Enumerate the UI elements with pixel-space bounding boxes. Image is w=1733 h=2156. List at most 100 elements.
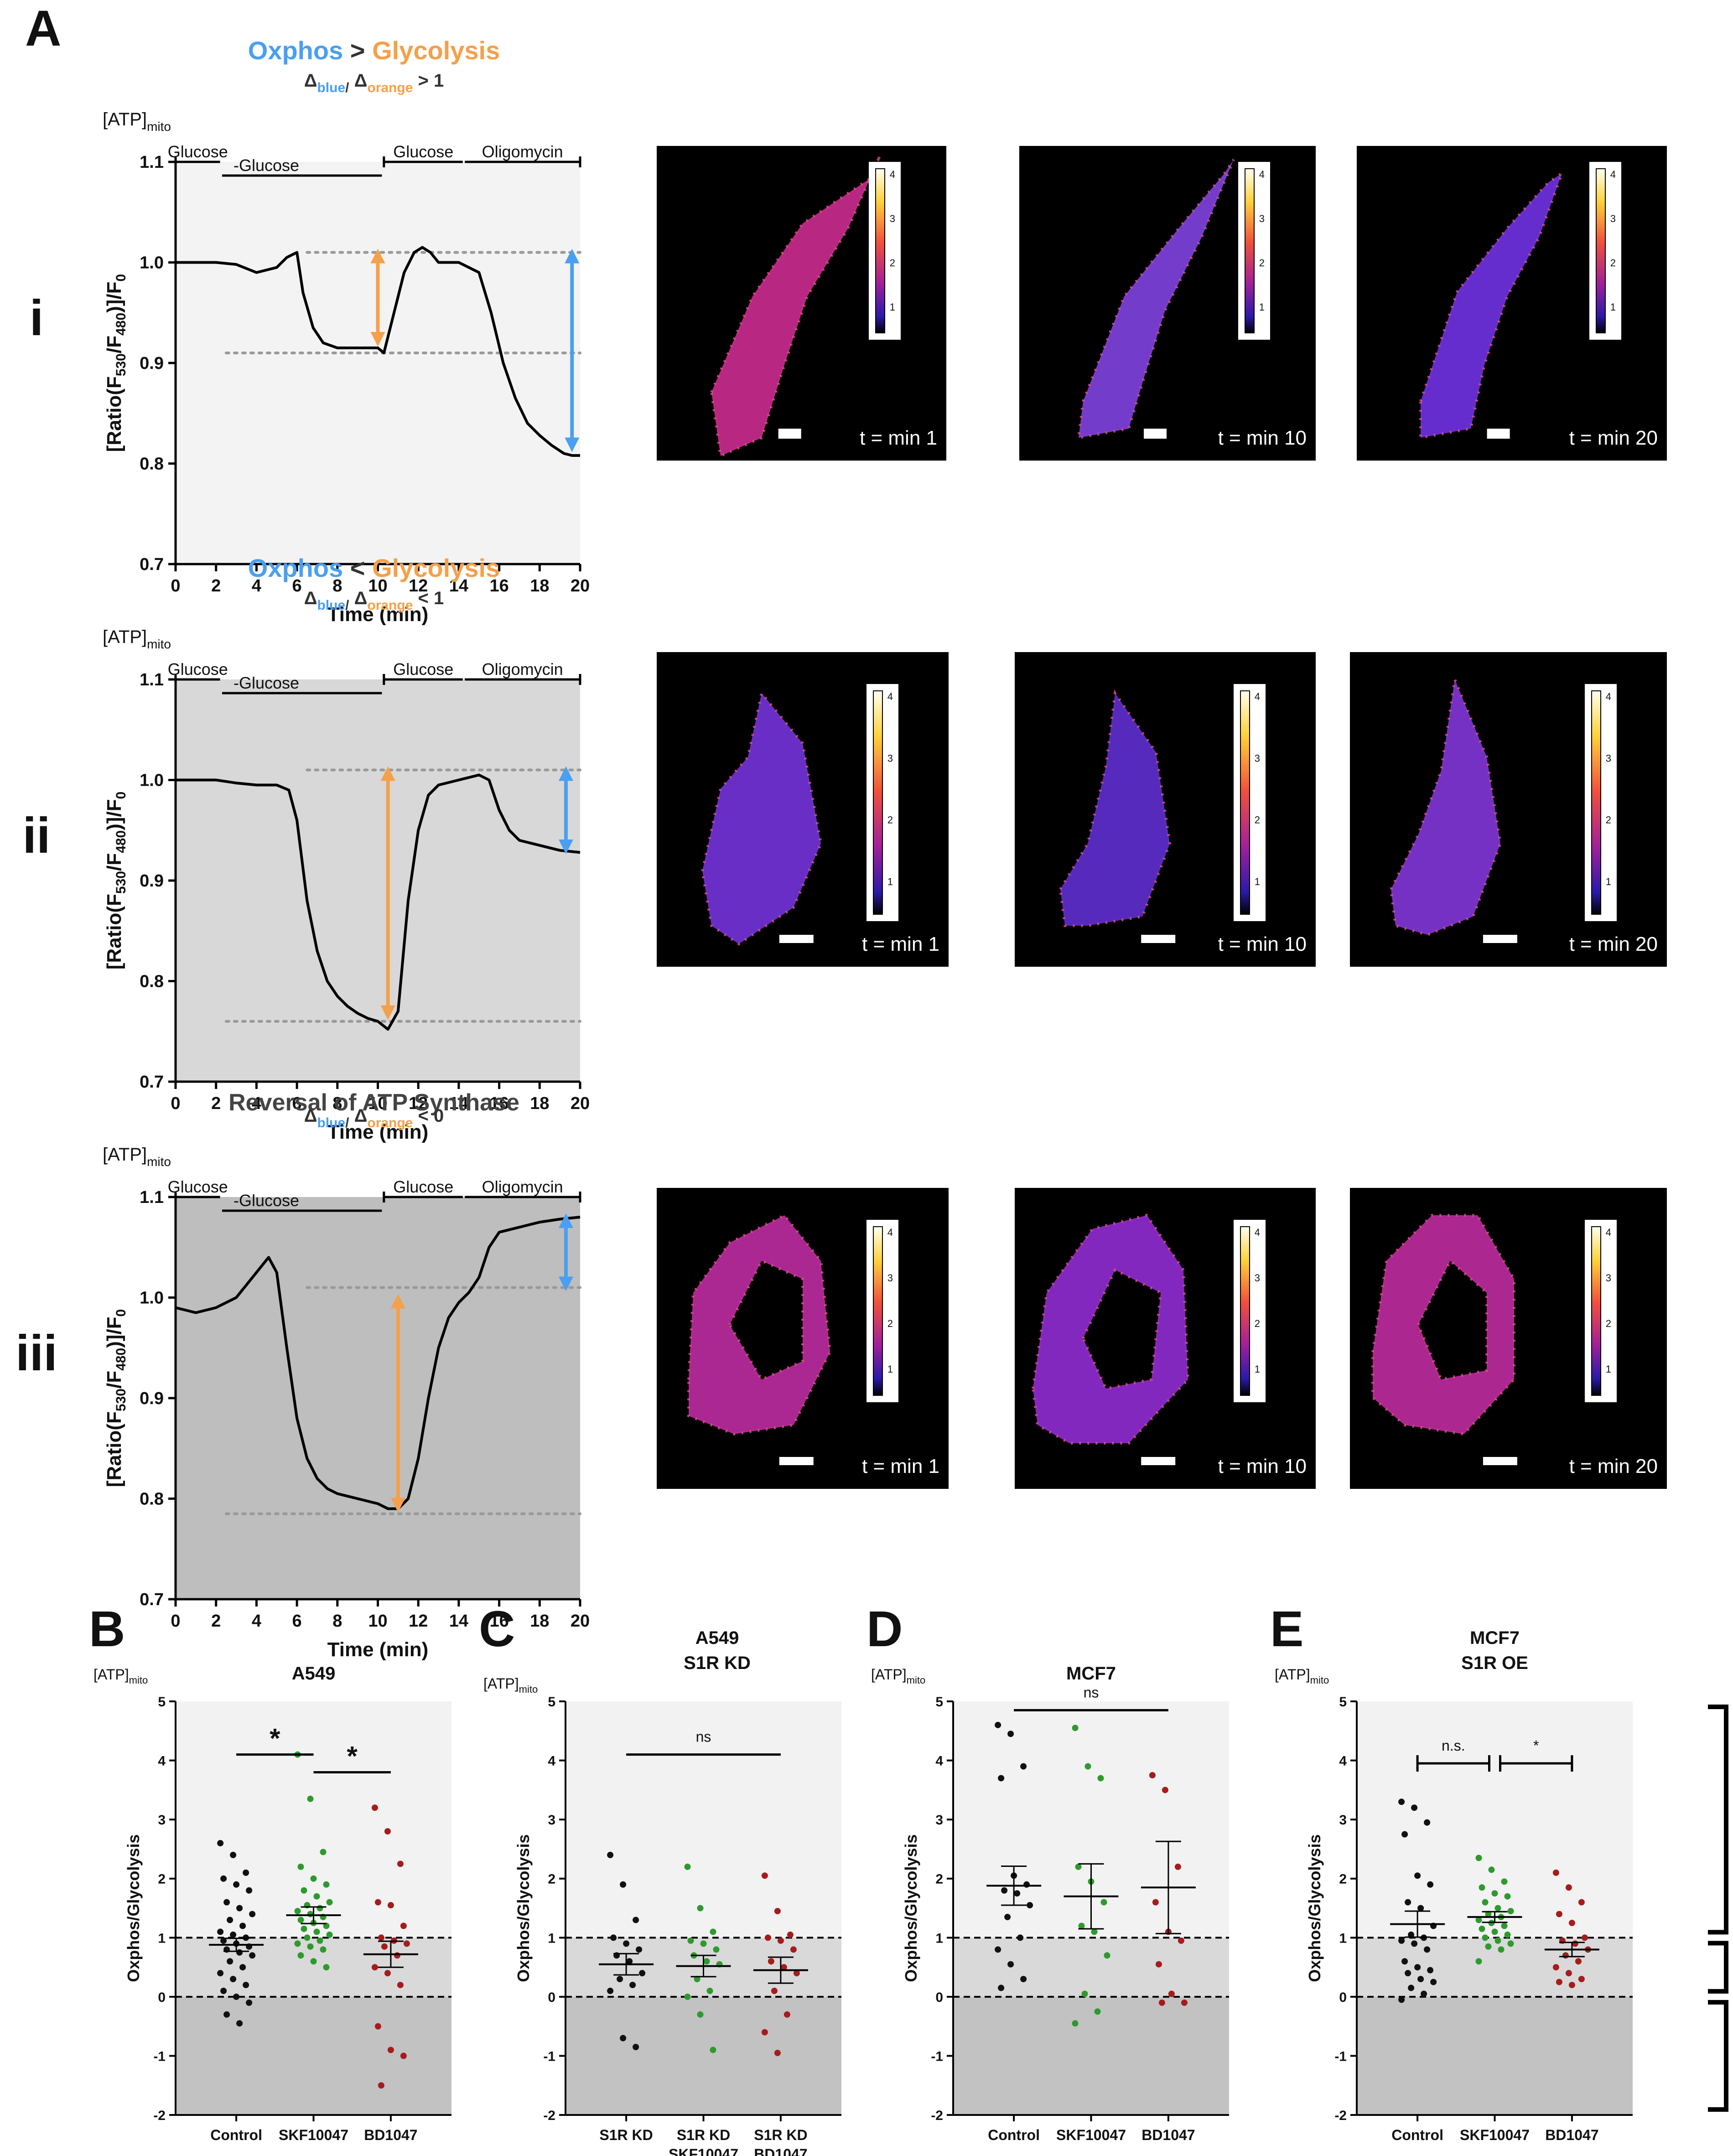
data-point [607, 1987, 614, 1994]
y-tick-label: 4 [1339, 1754, 1347, 1769]
category-label: SKF10047 [279, 2127, 348, 2143]
slash: / [345, 1115, 349, 1130]
data-point [313, 1928, 320, 1935]
y-tick-label: 0 [935, 1990, 943, 2005]
atp-text: [ATP] [103, 1145, 147, 1165]
region-bracket [1708, 2000, 1728, 2112]
cell-speckle [710, 154, 882, 458]
delta-ratio: Δblue/ Δorange < 1 [304, 588, 444, 613]
significance-label: * [1533, 1737, 1539, 1754]
cell-region [1060, 693, 1170, 926]
colorbar-tick-label: 4 [1606, 691, 1611, 702]
y-axis-label: Oxphos/Glycolysis [124, 1834, 143, 1982]
x-tick-label: 4 [252, 576, 261, 596]
data-point [1411, 1940, 1418, 1947]
data-point [998, 1775, 1005, 1782]
ylabel-part: /F [103, 853, 125, 871]
data-point [1091, 1928, 1098, 1935]
data-point [1501, 1878, 1508, 1885]
atp-sub: mito [1310, 1674, 1329, 1686]
panel-title: S1R OE [1461, 1653, 1528, 1673]
y-tick-label: 2 [1339, 1872, 1347, 1887]
data-point [301, 1925, 307, 1932]
data-point [297, 1952, 304, 1959]
data-point [320, 1849, 327, 1855]
atp-label: [ATP]mito [1275, 1666, 1329, 1686]
data-point [1430, 1979, 1437, 1985]
data-point [703, 1958, 710, 1965]
relation-symbol: > [343, 36, 372, 65]
data-point [1498, 1946, 1505, 1953]
data-point [1007, 1961, 1014, 1968]
significance-label: * [270, 1723, 280, 1754]
data-point [1398, 1996, 1405, 2003]
data-point [710, 2047, 716, 2053]
atp-sub: mito [519, 1684, 538, 1695]
data-point [639, 1970, 646, 1977]
atp-label: [ATP]mito [93, 1666, 148, 1686]
atp-sub: mito [147, 119, 171, 134]
ratio-text: < 0 [413, 1106, 444, 1126]
region-iii-background [1357, 1996, 1633, 2115]
y-tick-label: 1.0 [140, 1289, 164, 1308]
data-point [1501, 1923, 1508, 1929]
data-point [1020, 1763, 1027, 1770]
data-point [317, 1937, 323, 1944]
image-background [1015, 652, 1316, 967]
data-point [1104, 1952, 1110, 1959]
data-point [1482, 1899, 1489, 1906]
data-point [1488, 1866, 1495, 1873]
x-tick-label: 0 [171, 576, 180, 596]
ylabel-sub: 480 [114, 830, 129, 853]
x-tick-label: 20 [571, 1612, 590, 1631]
panel-letter-c: C [479, 1601, 515, 1657]
ylabel-part: /F [103, 1371, 125, 1389]
row-title: Oxphos < Glycolysis [248, 554, 500, 582]
data-point [1078, 1923, 1085, 1929]
data-point [378, 1934, 384, 1941]
y-tick-label: -2 [1334, 2108, 1347, 2123]
data-point [1421, 1990, 1427, 1997]
data-point [1007, 1731, 1014, 1737]
data-point [768, 1958, 774, 1965]
y-tick-label: 1 [935, 1931, 943, 1946]
phase-label: -Glucose [233, 1191, 299, 1210]
phase-label: Glucose [168, 142, 228, 161]
phase-label: Glucose [393, 1177, 453, 1196]
data-point [307, 1795, 314, 1802]
data-point [243, 1981, 249, 1988]
ylabel-sub: 530 [114, 1389, 129, 1411]
phase-label: Glucose [168, 660, 228, 679]
cell-region [711, 155, 880, 456]
y-tick-label: 1 [1339, 1931, 1347, 1946]
data-point [381, 1943, 388, 1950]
data-point [1479, 1925, 1485, 1932]
data-point [1494, 1905, 1501, 1912]
data-point [246, 1887, 253, 1894]
roman-iii: iii [16, 1325, 57, 1381]
x-tick-label: 2 [211, 576, 221, 596]
colorbar-tick-label: 2 [887, 1318, 893, 1329]
data-point [623, 1940, 630, 1947]
scale-bar [1483, 935, 1517, 943]
y-tick-label: 0 [158, 1990, 166, 2005]
plot-background [176, 162, 580, 564]
timestamp-label: t = min 20 [1569, 933, 1658, 955]
cell-speckle [700, 690, 823, 946]
cell-region [1079, 160, 1234, 438]
category-label: Control [988, 2127, 1040, 2143]
y-tick-label: 4 [935, 1754, 943, 1769]
y-tick-label: 0.9 [140, 354, 164, 373]
data-point [1178, 1937, 1184, 1944]
data-point [1427, 1967, 1434, 1974]
data-point [304, 1934, 311, 1941]
data-point [1581, 1934, 1588, 1941]
data-point [1084, 1763, 1091, 1770]
data-point [301, 1887, 307, 1894]
y-tick-label: 0.7 [140, 555, 164, 574]
atp-label: [ATP]mito [103, 1145, 171, 1169]
x-axis-label: Time (min) [327, 1638, 429, 1661]
scale-bar [1144, 429, 1167, 439]
data-point [400, 2052, 407, 2059]
